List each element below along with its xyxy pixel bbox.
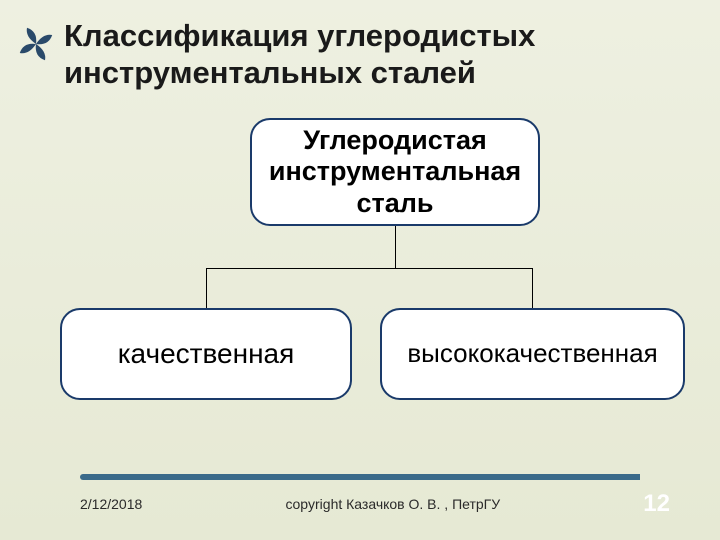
footer-copyright: copyright Казачков О. В. , ПетрГУ	[285, 496, 500, 512]
classification-diagram: Углеродистая инструментальная сталь качес…	[60, 118, 680, 418]
slide-footer: 2/12/2018 copyright Казачков О. В. , Пет…	[0, 474, 720, 518]
tree-root-node: Углеродистая инструментальная сталь	[250, 118, 540, 226]
tree-connector	[206, 268, 532, 269]
tree-child-node: качественная	[60, 308, 352, 400]
slide-number: 12	[643, 490, 670, 518]
node-label: качественная	[118, 338, 295, 370]
tree-connector	[206, 268, 207, 308]
node-label: высококачественная	[407, 339, 657, 369]
slide-title: Классификация углеродистых инструменталь…	[64, 18, 700, 91]
footer-divider	[80, 474, 640, 480]
footer-date: 2/12/2018	[80, 496, 142, 512]
pinwheel-icon	[18, 26, 54, 62]
tree-connector	[532, 268, 533, 308]
tree-child-node: высококачественная	[380, 308, 685, 400]
slide-title-area: Классификация углеродистых инструменталь…	[64, 18, 700, 91]
tree-connector	[395, 226, 396, 268]
node-label: Углеродистая инструментальная сталь	[262, 125, 528, 218]
